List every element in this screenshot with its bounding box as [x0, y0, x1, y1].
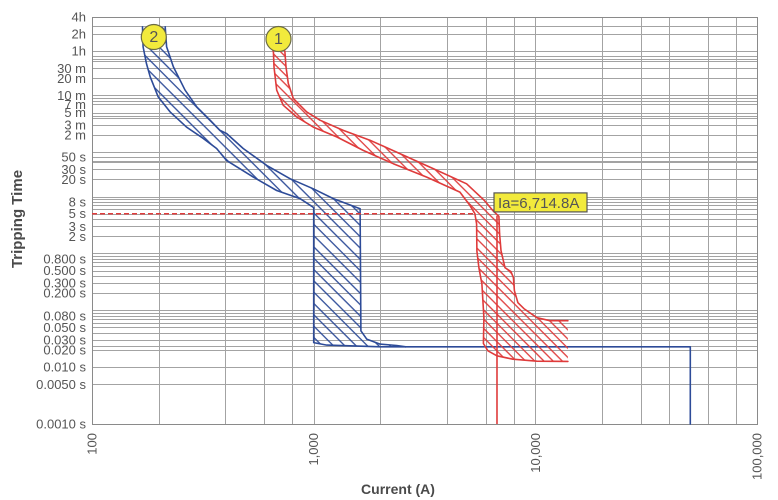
curve-2-max-edge	[164, 25, 407, 348]
y-tick-label: 0.080 s	[43, 308, 86, 323]
grid	[91, 16, 759, 426]
curve-2-hatch-fill	[142, 26, 406, 347]
y-tick-label: 30 m	[57, 61, 86, 76]
y-tick-label: 5 m	[64, 105, 86, 120]
marker-circle	[265, 25, 292, 53]
trip-curves	[141, 25, 692, 425]
y-tick-label: 20 s	[61, 172, 86, 187]
y-tick-label: 7 m	[64, 97, 86, 112]
callout-text: Ia=6,714.8A	[498, 195, 579, 212]
x-tick-label: 100	[85, 433, 100, 455]
x-tick-label: 100,000	[750, 433, 765, 480]
y-tick-label: 2 m	[64, 128, 86, 143]
callout-box	[493, 192, 588, 213]
ia-value-label: Ia=6,714.8A	[493, 192, 588, 213]
y-tick-label: 2 s	[69, 229, 87, 244]
curve-1-hatch-fill	[272, 48, 568, 362]
y-tick-label: 8 s	[69, 195, 87, 210]
y-tick-label: 0.200 s	[43, 286, 86, 301]
y-tick-label: 10 m	[57, 88, 86, 103]
x-tick-label: 10,000	[528, 433, 543, 473]
y-tick-label: 0.0050 s	[36, 377, 86, 392]
y-tick-label: 0.010 s	[43, 360, 86, 375]
x-tick-label: 1,000	[306, 433, 321, 466]
y-tick-label: 50 s	[61, 149, 86, 164]
y-tick-label: 2h	[72, 27, 86, 42]
curve-1-min-edge	[271, 47, 569, 363]
y-axis-title: Tripping Time	[9, 170, 26, 268]
curve-1	[271, 47, 569, 363]
x-axis-title: Current (A)	[361, 481, 435, 497]
curve-2-marker: 2	[140, 23, 167, 51]
y-tick-label: 4h	[72, 10, 86, 25]
plot-frame	[91, 16, 759, 426]
curve-2-min-edge	[141, 25, 407, 348]
x-axis-ticks: 100 1,000 10,000 100,000	[85, 433, 765, 480]
curve-1-marker: 1	[265, 25, 292, 53]
curve-2	[141, 25, 692, 425]
marker-circle	[140, 23, 167, 51]
y-tick-label: 30 s	[61, 162, 86, 177]
marker-label: 2	[149, 29, 158, 46]
curve-1-max-edge	[283, 47, 569, 322]
marker-label: 1	[274, 31, 283, 48]
y-tick-label: 0.020 s	[43, 343, 86, 358]
y-tick-label: 0.050 s	[43, 320, 86, 335]
y-tick-label: 3 m	[64, 118, 86, 133]
y-tick-label: 20 m	[57, 71, 86, 86]
y-tick-label: 3 s	[69, 219, 87, 234]
y-tick-label: 0.0010 s	[36, 417, 86, 432]
y-tick-label: 0.500 s	[43, 263, 86, 278]
y-tick-label: 0.300 s	[43, 276, 86, 291]
annotations: 2 1 Ia=6,714.8A	[92, 23, 588, 424]
y-tick-label: 0.030 s	[43, 333, 86, 348]
y-tick-label: 5 s	[69, 206, 87, 221]
y-axis-ticks: 4h 2h 1h 30 m20 m 10 m7 m5 m3 m2 m 50 s30 s20…	[36, 10, 86, 432]
y-tick-label: 1h	[72, 44, 86, 59]
y-tick-label: 0.800 s	[43, 251, 86, 266]
